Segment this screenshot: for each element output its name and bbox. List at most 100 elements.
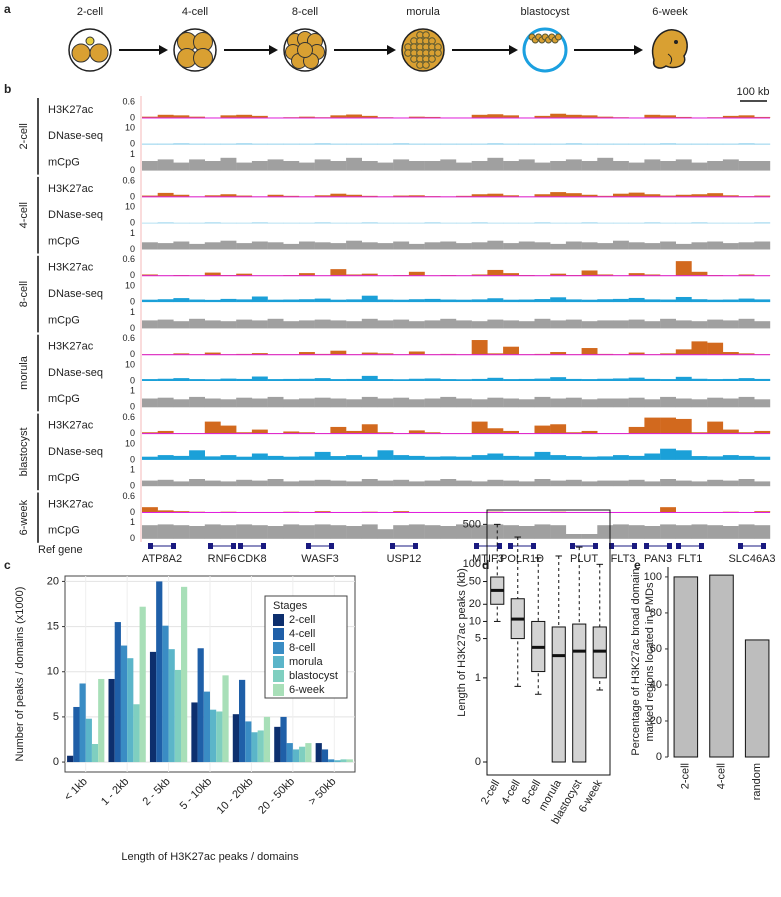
signal-bar — [722, 398, 739, 408]
legend-label: 8-cell — [289, 642, 315, 654]
stage-label: 6-week — [652, 6, 688, 18]
stage-label: 8-cell — [292, 6, 318, 18]
gene-exon — [171, 543, 176, 549]
signal-bar — [675, 116, 692, 118]
panel-label: b — [4, 82, 11, 96]
signal-bar — [408, 243, 425, 250]
cell — [428, 55, 436, 63]
y-tick-label: 80 — [650, 607, 662, 619]
signal-bar — [675, 194, 692, 197]
signal-bar — [691, 456, 708, 460]
signal-bar — [754, 161, 771, 171]
signal-bar — [189, 243, 205, 250]
signal-bar — [408, 161, 425, 171]
signal-bar — [518, 321, 535, 329]
cell — [434, 49, 442, 57]
limb — [667, 53, 673, 65]
signal-bar — [267, 379, 284, 381]
signal-bar — [142, 398, 158, 408]
bar — [321, 749, 329, 763]
signal-bar — [487, 157, 504, 171]
arrow-head — [159, 45, 168, 55]
signal-bar — [299, 162, 315, 171]
signal-bar — [189, 318, 205, 329]
signal-bar — [361, 318, 378, 329]
signal-bar — [361, 352, 378, 355]
signal-bar — [220, 399, 237, 408]
signal-bar — [314, 451, 331, 460]
signal-bar — [204, 352, 221, 355]
signal-bar — [597, 398, 614, 408]
gene-exon — [699, 543, 704, 549]
signal-bar — [283, 456, 300, 460]
y-tick-label: 50 — [469, 575, 481, 587]
signal-bar — [550, 455, 567, 460]
signal-bar — [346, 399, 362, 408]
signal-bar — [691, 242, 708, 250]
y-tick-label: 15 — [47, 620, 59, 632]
signal-bar — [157, 455, 174, 460]
signal-bar — [660, 396, 676, 408]
signal-bar — [597, 480, 614, 487]
y-tick-label: 10 — [125, 280, 135, 290]
signal-bar — [377, 162, 394, 171]
signal-bar — [424, 242, 441, 250]
legend-title: Stages — [273, 600, 308, 612]
bar — [340, 759, 347, 763]
bar — [286, 743, 293, 763]
signal-bar — [597, 320, 614, 329]
stage-label: 4-cell — [182, 6, 208, 18]
signal-bar — [722, 480, 739, 487]
signal-bar — [236, 273, 253, 276]
legend-label: 6-week — [289, 684, 325, 696]
stage-label: 2-cell — [77, 6, 103, 18]
signal-bar — [314, 159, 331, 171]
signal-bar — [628, 426, 645, 434]
signal-bar — [393, 159, 410, 171]
signal-bar — [565, 456, 582, 460]
signal-bar — [660, 195, 676, 197]
gene-exon — [413, 543, 418, 549]
signal-bar — [173, 298, 190, 303]
y-tick-label: 0 — [130, 454, 135, 464]
bar — [222, 675, 229, 763]
signal-bar — [236, 143, 253, 145]
legend-swatch — [273, 656, 284, 668]
signal-bar — [518, 241, 535, 250]
signal-bar — [251, 320, 268, 329]
signal-bar — [628, 297, 645, 303]
signal-bar — [534, 194, 551, 197]
signal-bar — [660, 115, 676, 118]
signal-bar — [581, 430, 598, 434]
gene-name: POLR1D — [500, 553, 544, 565]
signal-bar — [707, 241, 724, 250]
signal-bar — [565, 432, 582, 434]
signal-bar — [236, 432, 253, 434]
stage-label: 8-cell — [18, 281, 30, 307]
signal-bar — [330, 193, 347, 197]
signal-bar — [471, 378, 488, 381]
gene-exon — [261, 543, 266, 549]
signal-bar — [550, 398, 567, 408]
signal-bar — [393, 455, 410, 460]
signal-bar — [157, 430, 174, 434]
signal-bar — [408, 116, 425, 118]
y-tick-label: 10 — [125, 123, 135, 133]
signal-bar — [628, 352, 645, 355]
signal-bar — [456, 195, 472, 197]
gene-name: MTIF3 — [472, 553, 504, 565]
scale-bar-label: 100 kb — [736, 86, 769, 98]
signal-bar — [691, 194, 708, 197]
signal-bar — [675, 376, 692, 381]
signal-bar — [173, 353, 190, 355]
bar — [79, 683, 86, 763]
signal-bar — [424, 298, 441, 303]
signal-bar — [408, 299, 425, 303]
signal-bar — [377, 480, 394, 487]
signal-bar — [251, 480, 268, 487]
signal-bar — [251, 376, 268, 381]
signal-bar — [314, 378, 331, 381]
signal-bar — [361, 456, 378, 460]
signal-bar — [660, 417, 676, 434]
